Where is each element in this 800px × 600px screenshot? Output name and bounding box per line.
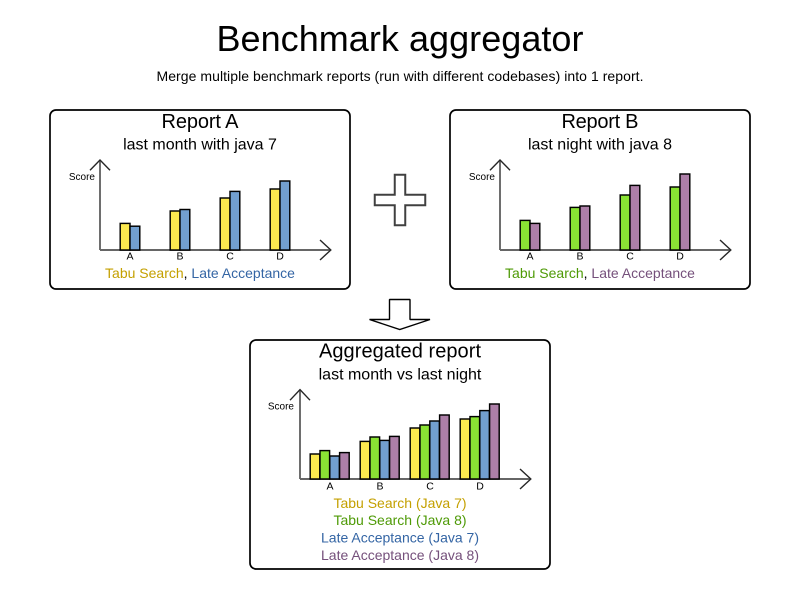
svg-text:A: A <box>526 250 533 262</box>
svg-text:Score: Score <box>69 172 96 183</box>
svg-text:Benchmark aggregator: Benchmark aggregator <box>217 18 584 59</box>
svg-text:B: B <box>376 480 383 492</box>
svg-text:C: C <box>626 250 634 262</box>
svg-text:Report A: Report A <box>162 111 240 133</box>
svg-text:Tabu Search (Java 8): Tabu Search (Java 8) <box>333 512 466 528</box>
svg-text:Tabu Search (Java 7): Tabu Search (Java 7) <box>333 495 466 511</box>
svg-text:last month vs last night: last month vs last night <box>319 366 482 383</box>
svg-text:A: A <box>326 480 333 492</box>
svg-text:Late Acceptance (Java 7): Late Acceptance (Java 7) <box>321 530 479 546</box>
svg-text:Tabu Search, Late Acceptance: Tabu Search, Late Acceptance <box>105 265 295 281</box>
svg-text:B: B <box>176 250 183 262</box>
svg-text:Late Acceptance (Java 8): Late Acceptance (Java 8) <box>321 547 479 563</box>
svg-text:last month with java 7: last month with java 7 <box>123 136 277 153</box>
svg-text:Score: Score <box>469 172 496 183</box>
svg-text:C: C <box>226 250 234 262</box>
svg-text:C: C <box>426 480 434 492</box>
svg-text:Tabu Search, Late Acceptance: Tabu Search, Late Acceptance <box>505 265 695 281</box>
svg-text:Aggregated report: Aggregated report <box>319 341 481 363</box>
svg-text:D: D <box>476 480 484 492</box>
svg-text:B: B <box>576 250 583 262</box>
svg-text:last night with java 8: last night with java 8 <box>528 136 672 153</box>
svg-text:Score: Score <box>268 402 295 413</box>
svg-text:Merge multiple benchmark repor: Merge multiple benchmark reports (run wi… <box>157 68 644 84</box>
svg-text:D: D <box>276 250 284 262</box>
svg-text:D: D <box>676 250 684 262</box>
svg-text:Report B: Report B <box>562 111 639 133</box>
svg-text:A: A <box>126 250 133 262</box>
